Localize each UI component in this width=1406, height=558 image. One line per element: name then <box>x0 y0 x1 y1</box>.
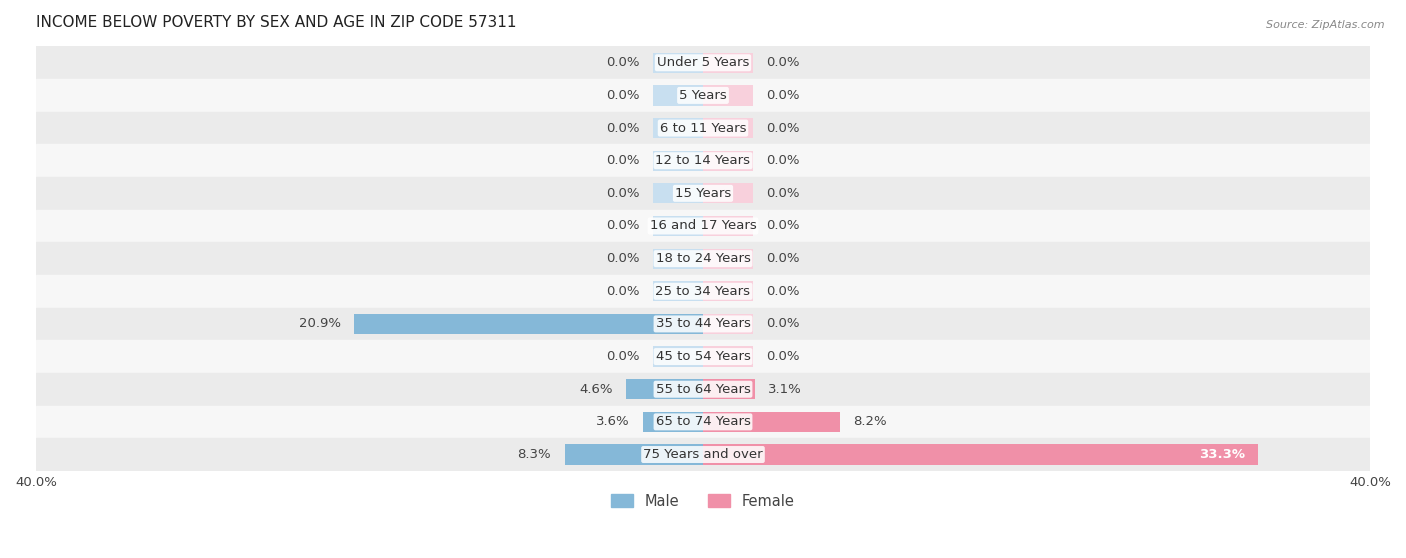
Text: 4.6%: 4.6% <box>579 383 613 396</box>
Bar <box>652 347 703 367</box>
Bar <box>626 379 703 400</box>
Bar <box>626 379 703 400</box>
Text: 0.0%: 0.0% <box>606 122 640 134</box>
Text: INCOME BELOW POVERTY BY SEX AND AGE IN ZIP CODE 57311: INCOME BELOW POVERTY BY SEX AND AGE IN Z… <box>37 15 516 30</box>
Bar <box>37 177 1369 210</box>
Text: 20.9%: 20.9% <box>299 318 342 330</box>
Text: 5 Years: 5 Years <box>679 89 727 102</box>
Bar <box>652 248 703 269</box>
Bar <box>703 151 754 171</box>
Bar <box>703 118 754 138</box>
Bar <box>652 118 703 138</box>
Text: 65 to 74 Years: 65 to 74 Years <box>655 415 751 429</box>
Bar <box>354 314 703 334</box>
Text: 45 to 54 Years: 45 to 54 Years <box>655 350 751 363</box>
Text: 3.6%: 3.6% <box>596 415 630 429</box>
Text: 0.0%: 0.0% <box>766 252 800 265</box>
Bar <box>703 412 839 432</box>
Text: 0.0%: 0.0% <box>606 252 640 265</box>
Bar <box>703 444 1258 465</box>
Text: 0.0%: 0.0% <box>606 350 640 363</box>
Bar <box>37 340 1369 373</box>
Bar <box>565 444 703 465</box>
Text: 0.0%: 0.0% <box>766 154 800 167</box>
Text: 0.0%: 0.0% <box>766 187 800 200</box>
Text: 0.0%: 0.0% <box>606 154 640 167</box>
Text: 6 to 11 Years: 6 to 11 Years <box>659 122 747 134</box>
Bar <box>652 85 703 105</box>
Bar <box>703 52 754 73</box>
Bar <box>703 216 754 236</box>
Bar <box>703 412 839 432</box>
Text: 0.0%: 0.0% <box>606 187 640 200</box>
Bar <box>703 183 754 204</box>
Bar <box>37 79 1369 112</box>
Text: 0.0%: 0.0% <box>606 219 640 233</box>
Text: 0.0%: 0.0% <box>766 122 800 134</box>
Bar <box>643 412 703 432</box>
Text: 8.3%: 8.3% <box>517 448 551 461</box>
Bar <box>703 85 754 105</box>
Legend: Male, Female: Male, Female <box>606 488 800 514</box>
Bar <box>652 183 703 204</box>
Text: 55 to 64 Years: 55 to 64 Years <box>655 383 751 396</box>
Bar <box>652 151 703 171</box>
Text: 0.0%: 0.0% <box>766 350 800 363</box>
Text: 16 and 17 Years: 16 and 17 Years <box>650 219 756 233</box>
Bar <box>565 444 703 465</box>
Text: 0.0%: 0.0% <box>606 285 640 298</box>
Text: 33.3%: 33.3% <box>1199 448 1244 461</box>
Text: Under 5 Years: Under 5 Years <box>657 56 749 69</box>
Text: 12 to 14 Years: 12 to 14 Years <box>655 154 751 167</box>
Bar <box>37 112 1369 145</box>
Bar <box>37 145 1369 177</box>
Bar <box>703 314 754 334</box>
Bar <box>703 379 755 400</box>
Text: Source: ZipAtlas.com: Source: ZipAtlas.com <box>1267 20 1385 30</box>
Text: 0.0%: 0.0% <box>766 56 800 69</box>
Text: 0.0%: 0.0% <box>606 89 640 102</box>
Bar <box>354 314 703 334</box>
Bar <box>37 373 1369 406</box>
Bar <box>703 379 755 400</box>
Text: 0.0%: 0.0% <box>766 89 800 102</box>
Bar <box>37 275 1369 307</box>
Bar <box>37 46 1369 79</box>
Bar <box>703 444 1258 465</box>
Bar <box>652 216 703 236</box>
Bar <box>37 210 1369 242</box>
Text: 0.0%: 0.0% <box>766 318 800 330</box>
Text: 0.0%: 0.0% <box>606 56 640 69</box>
Text: 0.0%: 0.0% <box>766 219 800 233</box>
Text: 25 to 34 Years: 25 to 34 Years <box>655 285 751 298</box>
Text: 35 to 44 Years: 35 to 44 Years <box>655 318 751 330</box>
Bar <box>37 406 1369 438</box>
Bar <box>703 347 754 367</box>
Bar <box>652 52 703 73</box>
Bar <box>37 242 1369 275</box>
Bar <box>652 281 703 301</box>
Bar <box>703 281 754 301</box>
Bar <box>643 412 703 432</box>
Text: 0.0%: 0.0% <box>766 285 800 298</box>
Bar <box>703 248 754 269</box>
Text: 15 Years: 15 Years <box>675 187 731 200</box>
Text: 75 Years and over: 75 Years and over <box>643 448 763 461</box>
Text: 18 to 24 Years: 18 to 24 Years <box>655 252 751 265</box>
Text: 8.2%: 8.2% <box>853 415 887 429</box>
Bar <box>37 307 1369 340</box>
Bar <box>37 438 1369 471</box>
Text: 3.1%: 3.1% <box>768 383 801 396</box>
